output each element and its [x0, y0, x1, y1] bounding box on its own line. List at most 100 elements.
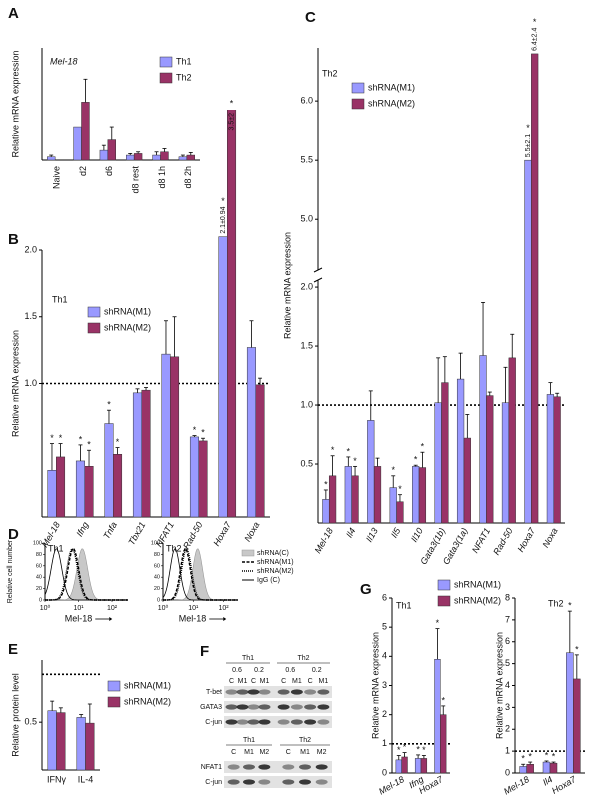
significance-mark: * [552, 751, 556, 761]
legend-label: Th1 [176, 56, 192, 66]
x-tick-label: d8 1h [157, 166, 167, 189]
subplot-title: Th1 [48, 543, 64, 553]
bar [178, 156, 188, 161]
bar [189, 436, 199, 518]
blot-band [304, 704, 317, 710]
blot-band [277, 689, 290, 695]
blot-lane: C [231, 749, 236, 756]
blot-dose: 0.2 [254, 667, 264, 674]
bar [412, 466, 420, 524]
y-axis-label: Relative protein level [10, 673, 20, 757]
x-tick-label: Il4 [541, 774, 554, 787]
y-tick-label: 20 [36, 586, 42, 592]
chart-subtitle: Mel-18 [50, 56, 78, 66]
blot-band [317, 689, 330, 695]
blot-band [315, 779, 328, 785]
significance-mark: * [353, 456, 357, 466]
blot-lane: M2 [259, 749, 269, 756]
bar [367, 420, 375, 524]
blot-band [258, 779, 271, 785]
axis-break [313, 267, 323, 273]
y-tick-label: 0 [157, 597, 160, 603]
y-tick-label: 6 [505, 636, 510, 646]
blot-lane: M1 [260, 678, 270, 685]
bar [47, 156, 56, 161]
significance-mark: * [575, 644, 579, 654]
significance-mark: * [107, 400, 111, 410]
axis-arrow-head [223, 617, 227, 621]
y-tick-label: 4 [382, 651, 387, 661]
legend-swatch [107, 680, 121, 692]
blot-band [243, 779, 255, 785]
blot-group-label: Th2 [297, 655, 309, 662]
legend-label: shRNA(M2) [257, 568, 294, 575]
bar [170, 356, 180, 518]
blot-row-label: T-bet [206, 689, 222, 696]
histogram-curve [163, 548, 238, 601]
y-tick-label: 1.5 [24, 311, 37, 321]
x-tick-label: 10¹ [188, 605, 199, 612]
y-tick-label: 20 [154, 586, 160, 592]
blot-band [290, 689, 303, 695]
x-tick-label: d8 2h [183, 166, 193, 189]
blot-band [258, 689, 271, 695]
significance-mark: * [414, 455, 418, 465]
significance-mark: * [422, 745, 426, 755]
bar [133, 153, 143, 161]
y-tick-label: 40 [154, 575, 160, 581]
x-tick-label: Il4 [344, 526, 357, 539]
bar [434, 402, 442, 524]
y-tick-label: 3 [505, 702, 510, 712]
y-tick-label: 5.5 [300, 155, 313, 165]
significance-mark: * [347, 446, 351, 456]
y-tick-label: 80 [154, 552, 160, 558]
blot-group-label: Th1 [242, 655, 254, 662]
y-axis-label: Relative mRNA expression [10, 330, 20, 437]
blot-band [225, 689, 238, 695]
panel-label: D [8, 526, 19, 543]
legend-swatch [437, 595, 451, 607]
legend-label: shRNA(M2) [104, 322, 151, 332]
bar [479, 355, 487, 524]
x-tick-label: d2 [78, 166, 88, 176]
blot-band [236, 689, 249, 695]
bar [501, 402, 510, 524]
blot-dose: 0.6 [232, 667, 242, 674]
blot-strip [224, 776, 332, 788]
x-tick-label: 10¹ [73, 605, 84, 612]
y-tick-label: 6 [382, 592, 387, 602]
significance-mark: * [436, 618, 440, 628]
y-tick-label: 0 [382, 767, 387, 777]
blot-band [315, 764, 328, 770]
bar [440, 714, 447, 774]
chart-title: Th2 [548, 598, 564, 608]
bar [351, 475, 359, 524]
bar [573, 678, 581, 774]
blot-band [304, 719, 317, 725]
bar [198, 440, 208, 518]
legend-label: shRNA(M2) [454, 595, 501, 605]
y-tick-label: 6.0 [300, 96, 313, 106]
panel-label: E [8, 641, 18, 658]
bar [526, 764, 534, 774]
panel-label: B [8, 231, 19, 248]
bar [84, 466, 94, 518]
y-tick-label: 100 [151, 540, 160, 546]
x-tick-label: 10⁰ [40, 604, 51, 612]
bar [56, 712, 66, 771]
bar [47, 470, 57, 518]
blot-band [317, 719, 330, 725]
blot-band [227, 764, 240, 770]
y-tick-label: 60 [36, 563, 42, 569]
bar [553, 396, 561, 524]
bar [161, 353, 171, 518]
y-tick-label: 3 [382, 680, 387, 690]
y-tick-label: 2.0 [24, 244, 37, 254]
blot-dose: 0.2 [312, 667, 322, 674]
bar [418, 467, 427, 524]
y-tick-label: 4 [505, 680, 510, 690]
bar [373, 466, 382, 524]
y-tick-label: 0.5 [300, 458, 313, 468]
bar [420, 758, 428, 774]
